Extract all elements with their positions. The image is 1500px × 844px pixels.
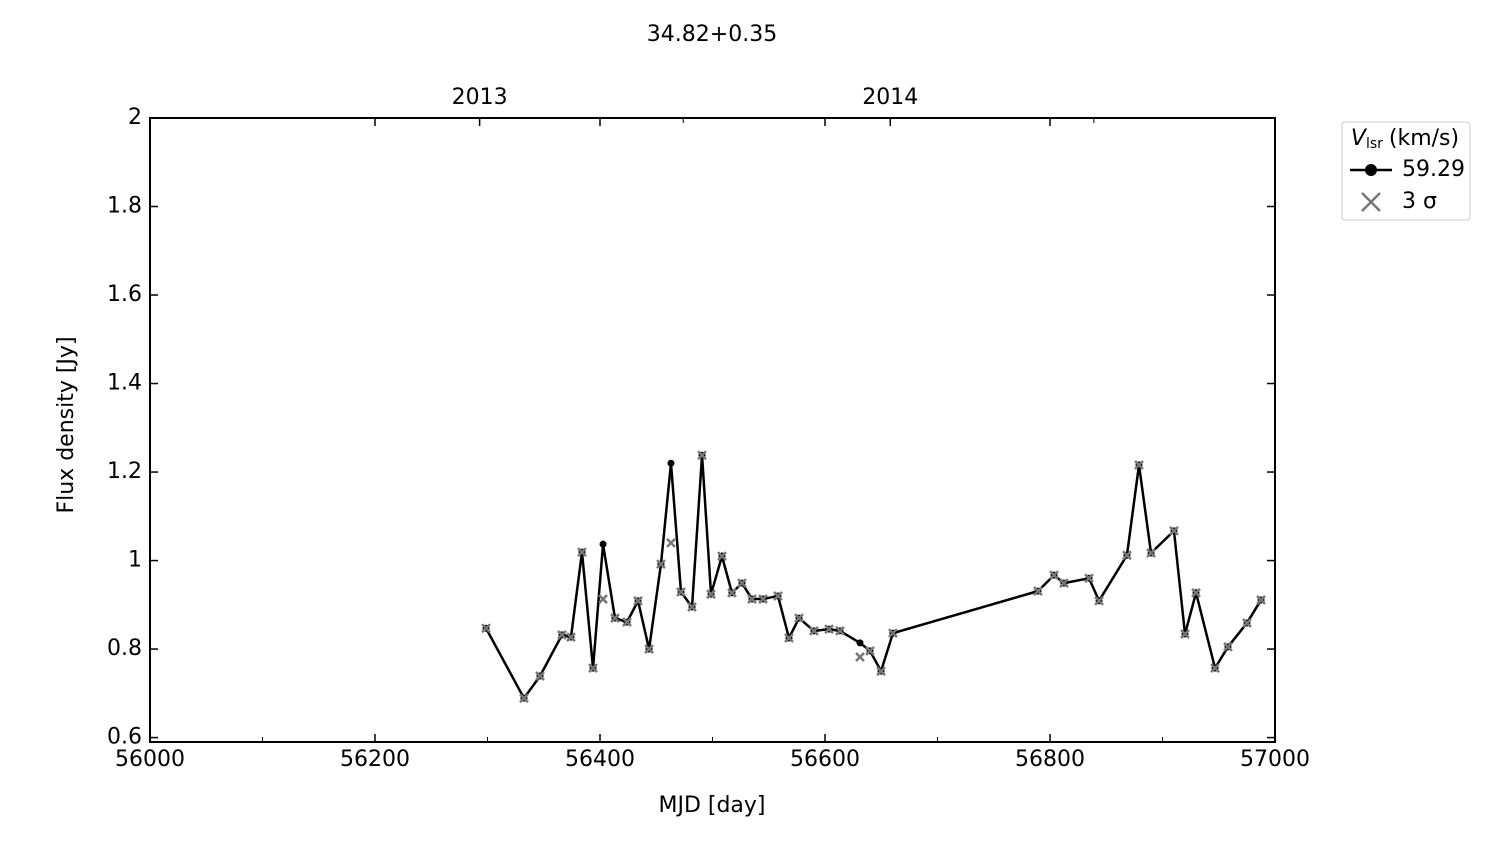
top-tick-label: 2014 bbox=[862, 85, 918, 110]
data-point bbox=[1191, 587, 1201, 598]
y-tick-label: 1.2 bbox=[107, 459, 142, 484]
x-tick-label: 56400 bbox=[565, 747, 635, 772]
data-point bbox=[1169, 526, 1179, 536]
top-tick-label: 2013 bbox=[452, 85, 508, 110]
data-point bbox=[876, 666, 886, 677]
y-tick-label: 0.8 bbox=[107, 636, 142, 661]
y-tick-label: 1 bbox=[128, 548, 142, 573]
data-point bbox=[1256, 595, 1266, 605]
chart-title: 34.82+0.35 bbox=[647, 22, 777, 47]
x-tick-label: 56600 bbox=[790, 747, 860, 772]
data-point bbox=[737, 578, 747, 589]
x-axis-label: MJD [day] bbox=[658, 793, 765, 818]
data-point bbox=[577, 547, 587, 558]
y-tick-label: 1.8 bbox=[107, 194, 142, 219]
data-point bbox=[588, 663, 598, 673]
data-point bbox=[773, 591, 783, 601]
data-point bbox=[644, 644, 654, 654]
y-axis-label: Flux density [Jy] bbox=[54, 336, 79, 513]
legend-title-rest: (km/s) bbox=[1389, 126, 1459, 151]
data-point bbox=[1210, 663, 1220, 673]
data-point bbox=[727, 587, 737, 598]
y-tick-label: 1.4 bbox=[107, 371, 142, 396]
data-point bbox=[794, 613, 804, 623]
data-point bbox=[865, 645, 875, 656]
data-point bbox=[1146, 548, 1156, 558]
data-point bbox=[566, 632, 576, 642]
y-tick-label: 2 bbox=[128, 105, 142, 130]
y-tick-label: 0.6 bbox=[107, 725, 142, 750]
x-tick-label: 56000 bbox=[115, 747, 185, 772]
data-point bbox=[1122, 550, 1132, 561]
data-point bbox=[824, 624, 834, 635]
data-point bbox=[784, 633, 794, 643]
data-point bbox=[1059, 578, 1069, 589]
data-point bbox=[1223, 641, 1233, 652]
data-point bbox=[622, 617, 632, 627]
data-point bbox=[1180, 629, 1190, 639]
x-tick-label: 56800 bbox=[1015, 747, 1085, 772]
data-point bbox=[809, 626, 819, 636]
data-point bbox=[1033, 586, 1043, 596]
legend-marker bbox=[1365, 164, 1377, 176]
y-tick-label: 1.6 bbox=[107, 282, 142, 307]
data-point bbox=[676, 587, 686, 597]
data-point bbox=[1049, 570, 1059, 581]
legend-title: Vlsr (km/s) bbox=[1351, 126, 1459, 152]
data-point bbox=[855, 652, 865, 662]
x-tick-label: 56200 bbox=[340, 747, 410, 772]
x-tick-label: 57000 bbox=[1240, 747, 1310, 772]
data-point bbox=[687, 602, 697, 612]
data-point bbox=[1242, 618, 1252, 628]
data-point bbox=[835, 626, 845, 636]
data-point bbox=[1134, 460, 1144, 470]
legend: Vlsr (km/s) 59.29 3 σ bbox=[1341, 121, 1471, 221]
data-point bbox=[1094, 595, 1104, 606]
data-point bbox=[535, 671, 545, 681]
data-point bbox=[481, 623, 491, 634]
data-point bbox=[747, 594, 757, 604]
data-point bbox=[656, 559, 666, 569]
data-point bbox=[598, 594, 608, 604]
legend-title-main: V bbox=[1351, 126, 1368, 151]
legend-box bbox=[1341, 121, 1471, 221]
data-point bbox=[666, 537, 676, 548]
legend-label: 59.29 bbox=[1402, 157, 1465, 182]
data-point bbox=[1084, 573, 1094, 584]
data-point bbox=[706, 589, 716, 600]
data-point bbox=[610, 613, 620, 623]
data-point bbox=[633, 595, 643, 606]
legend-marker bbox=[1361, 192, 1381, 212]
data-point bbox=[758, 594, 768, 604]
data-point bbox=[888, 628, 898, 639]
legend-title-sub: lsr bbox=[1366, 136, 1383, 152]
data-point bbox=[717, 551, 727, 562]
data-point bbox=[697, 450, 707, 461]
plot-frame bbox=[149, 117, 1276, 743]
data-point bbox=[599, 540, 607, 548]
data-point bbox=[856, 639, 864, 647]
data-point bbox=[519, 693, 529, 704]
data-point bbox=[667, 459, 675, 467]
legend-label: 3 σ bbox=[1402, 189, 1437, 214]
series-line bbox=[484, 455, 1263, 701]
data-point bbox=[557, 630, 567, 640]
